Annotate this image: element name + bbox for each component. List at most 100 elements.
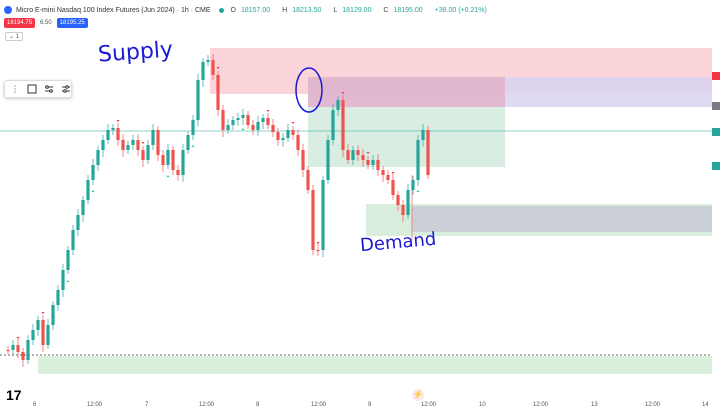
- candle-body[interactable]: [221, 110, 225, 130]
- candle-body[interactable]: [241, 115, 245, 118]
- lower-demand-zone[interactable]: [38, 356, 712, 374]
- candle-body[interactable]: [16, 345, 20, 352]
- candle-body[interactable]: [151, 130, 155, 145]
- candle-body[interactable]: [206, 60, 210, 62]
- demand-zone-inner[interactable]: [412, 206, 712, 232]
- candle-body[interactable]: [91, 165, 95, 180]
- candle-body[interactable]: [86, 180, 90, 200]
- candle-body[interactable]: [396, 195, 400, 205]
- symbol-title[interactable]: Micro E-mini Nasdaq 100 Index Futures (J…: [16, 6, 211, 14]
- candle-body[interactable]: [181, 150, 185, 175]
- candle-body[interactable]: [76, 215, 80, 230]
- candle-body[interactable]: [311, 190, 315, 250]
- candle-body[interactable]: [426, 130, 430, 175]
- candle-body[interactable]: [201, 62, 205, 80]
- candle-body[interactable]: [131, 140, 135, 145]
- candle-body[interactable]: [71, 230, 75, 250]
- candle-body[interactable]: [281, 138, 285, 140]
- candle-body[interactable]: [416, 140, 420, 180]
- candle-body[interactable]: [251, 125, 255, 130]
- sell-button[interactable]: 18194.75: [4, 18, 36, 28]
- candle-body[interactable]: [246, 115, 250, 125]
- candle-body[interactable]: [111, 128, 115, 130]
- lightning-icon[interactable]: ⚡: [412, 389, 424, 401]
- candle-body[interactable]: [286, 130, 290, 138]
- trade-target-zone[interactable]: [308, 107, 505, 167]
- candle-body[interactable]: [121, 140, 125, 150]
- candle-body[interactable]: [46, 325, 50, 345]
- candle-body[interactable]: [186, 135, 190, 150]
- candle-body[interactable]: [291, 130, 295, 135]
- candle-body[interactable]: [346, 150, 350, 160]
- candle-body[interactable]: [106, 130, 110, 140]
- candle-body[interactable]: [376, 160, 380, 170]
- candle-body[interactable]: [301, 150, 305, 170]
- drag-handle-icon[interactable]: [9, 83, 20, 95]
- candle-body[interactable]: [96, 150, 100, 165]
- supply-annotation[interactable]: Supply: [97, 37, 174, 68]
- candle-body[interactable]: [136, 140, 140, 150]
- candle-body[interactable]: [116, 128, 120, 140]
- candle-body[interactable]: [176, 170, 180, 175]
- candle-body[interactable]: [6, 350, 10, 351]
- buy-button[interactable]: 18195.25: [56, 18, 88, 28]
- candle-body[interactable]: [361, 155, 365, 160]
- candle-body[interactable]: [61, 270, 65, 290]
- candle-body[interactable]: [171, 150, 175, 170]
- candle-body[interactable]: [336, 100, 340, 110]
- candle-body[interactable]: [41, 320, 45, 345]
- candle-body[interactable]: [411, 180, 415, 190]
- candle-body[interactable]: [126, 145, 130, 150]
- price-axis[interactable]: [712, 72, 720, 170]
- candle-body[interactable]: [381, 170, 385, 175]
- candle-body[interactable]: [306, 170, 310, 190]
- candle-body[interactable]: [21, 352, 25, 360]
- tradingview-logo[interactable]: 17: [6, 387, 22, 403]
- candle-body[interactable]: [66, 250, 70, 270]
- candle-body[interactable]: [321, 180, 325, 250]
- candle-body[interactable]: [226, 125, 230, 130]
- tools-icon[interactable]: [60, 83, 71, 95]
- candle-body[interactable]: [341, 100, 345, 150]
- candle-body[interactable]: [231, 120, 235, 125]
- settings-icon[interactable]: [43, 83, 54, 95]
- candle-body[interactable]: [236, 118, 240, 120]
- candle-body[interactable]: [401, 205, 405, 215]
- candle-body[interactable]: [326, 140, 330, 180]
- annotation-circle[interactable]: [295, 67, 323, 113]
- candle-body[interactable]: [391, 180, 395, 195]
- collapse-indicators-button[interactable]: ⌄ 1: [5, 32, 24, 41]
- candle-body[interactable]: [31, 330, 35, 340]
- candle-body[interactable]: [261, 118, 265, 122]
- candle-body[interactable]: [196, 80, 200, 120]
- candle-body[interactable]: [386, 175, 390, 180]
- candle-body[interactable]: [161, 155, 165, 165]
- candle-body[interactable]: [216, 75, 220, 110]
- candle-body[interactable]: [141, 150, 145, 160]
- candle-body[interactable]: [191, 120, 195, 135]
- candle-body[interactable]: [316, 250, 320, 251]
- symbol-row[interactable]: Micro E-mini Nasdaq 100 Index Futures (J…: [4, 3, 492, 17]
- candle-body[interactable]: [256, 122, 260, 130]
- candle-body[interactable]: [11, 345, 15, 350]
- candle-body[interactable]: [166, 150, 170, 165]
- candle-body[interactable]: [366, 160, 370, 165]
- candle-body[interactable]: [421, 130, 425, 140]
- candle-body[interactable]: [26, 340, 30, 360]
- candle-body[interactable]: [146, 145, 150, 160]
- candle-body[interactable]: [211, 60, 215, 75]
- candle-body[interactable]: [271, 125, 275, 132]
- candle-body[interactable]: [371, 160, 375, 165]
- candle-body[interactable]: [81, 200, 85, 215]
- candle-body[interactable]: [276, 132, 280, 140]
- candle-body[interactable]: [331, 110, 335, 140]
- candle-body[interactable]: [356, 150, 360, 155]
- candle-body[interactable]: [351, 150, 355, 160]
- candle-body[interactable]: [296, 135, 300, 150]
- rectangle-icon[interactable]: [26, 83, 37, 95]
- candle-body[interactable]: [36, 320, 40, 330]
- candle-body[interactable]: [266, 118, 270, 125]
- candle-body[interactable]: [156, 130, 160, 155]
- candle-body[interactable]: [406, 190, 410, 215]
